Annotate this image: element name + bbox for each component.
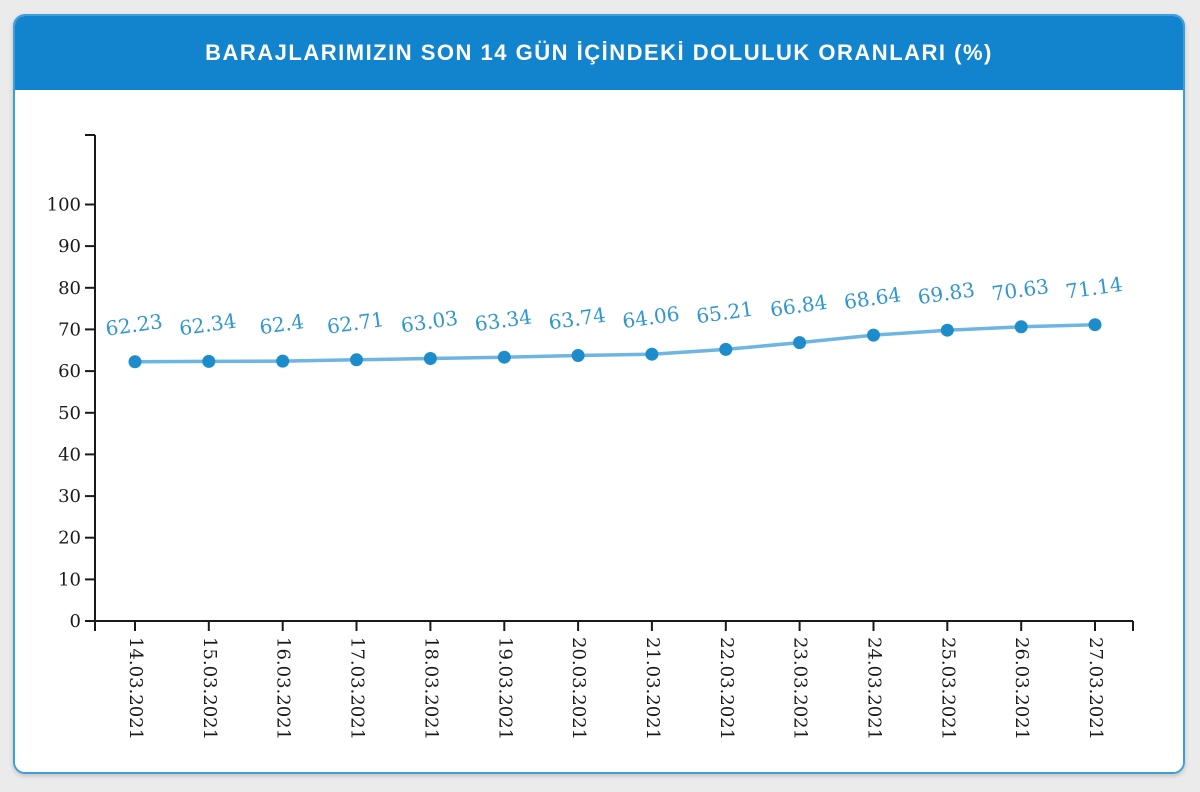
data-point-marker bbox=[128, 355, 142, 369]
data-point-label: 63.03 bbox=[399, 306, 459, 338]
data-point-marker bbox=[571, 349, 585, 362]
x-axis-date-label: 22.03.2021 bbox=[716, 637, 737, 740]
chart-header: BARAJLARIMIZIN SON 14 GÜN İÇİNDEKİ DOLUL… bbox=[15, 16, 1183, 90]
x-axis-date-label: 23.03.2021 bbox=[790, 637, 811, 740]
x-axis-date-label: 26.03.2021 bbox=[1011, 637, 1032, 740]
data-point-marker bbox=[350, 353, 363, 367]
data-point-label: 70.63 bbox=[990, 274, 1050, 306]
axes bbox=[85, 134, 1134, 631]
y-axis-tick-label: 10 bbox=[58, 569, 81, 590]
y-axis-tick-label: 50 bbox=[58, 403, 81, 424]
data-point-label: 65.21 bbox=[695, 297, 755, 329]
y-axis-tick-label: 70 bbox=[58, 319, 81, 340]
x-axis-date-label: 20.03.2021 bbox=[568, 637, 589, 740]
data-point-marker bbox=[202, 354, 216, 368]
data-point-marker bbox=[276, 354, 290, 368]
data-point-label: 62.34 bbox=[178, 309, 238, 341]
chart-area: 0 10 20 30 40 50 60 70 80 90 100 14.03.2021 15.03.20… bbox=[15, 90, 1183, 772]
data-point-label: 62.71 bbox=[326, 307, 386, 339]
data-point-label: 62.23 bbox=[104, 309, 164, 341]
x-axis-date-label: 17.03.2021 bbox=[347, 637, 368, 740]
y-axis-tick-labels: 0 10 20 30 40 50 60 70 80 90 100 bbox=[47, 195, 81, 633]
x-axis-date-labels: 14.03.2021 15.03.2021 16.03.2021 17.03.2021… bbox=[125, 637, 1106, 740]
data-point-marker bbox=[1014, 320, 1028, 334]
chart-card: BARAJLARIMIZIN SON 14 GÜN İÇİNDEKİ DOLUL… bbox=[13, 14, 1185, 774]
y-axis-tick-label: 100 bbox=[47, 195, 81, 216]
data-point-marker bbox=[1088, 318, 1102, 332]
axis-spine bbox=[94, 135, 1133, 622]
data-point-label: 68.64 bbox=[843, 282, 903, 314]
data-point-marker bbox=[645, 347, 659, 361]
series-line bbox=[133, 322, 1097, 364]
y-axis-tick-label: 80 bbox=[58, 278, 81, 299]
line-chart: 0 10 20 30 40 50 60 70 80 90 100 14.03.2021 15.03.20… bbox=[47, 134, 1134, 740]
x-axis-date-label: 14.03.2021 bbox=[125, 637, 146, 740]
y-axis-tick-label: 0 bbox=[70, 611, 81, 632]
x-axis-date-label: 16.03.2021 bbox=[273, 637, 294, 740]
y-axis-tick-label: 40 bbox=[58, 444, 81, 465]
x-axis-date-label: 25.03.2021 bbox=[937, 637, 958, 740]
data-point-marker bbox=[793, 336, 807, 350]
data-point-label: 69.83 bbox=[916, 277, 976, 309]
x-axis-date-label: 21.03.2021 bbox=[642, 637, 663, 740]
x-axis-date-label: 18.03.2021 bbox=[420, 637, 441, 740]
x-axis-date-label: 27.03.2021 bbox=[1085, 637, 1106, 740]
y-axis-tick-label: 60 bbox=[58, 361, 81, 382]
data-point-label: 63.34 bbox=[473, 304, 533, 336]
y-axis-tick-label: 90 bbox=[58, 236, 81, 257]
data-point-label: 63.74 bbox=[547, 303, 607, 335]
x-axis-date-label: 19.03.2021 bbox=[494, 637, 515, 740]
x-axis-date-label: 15.03.2021 bbox=[199, 637, 220, 740]
data-point-label: 64.06 bbox=[621, 301, 681, 333]
data-point-marker bbox=[719, 342, 733, 356]
data-point-marker bbox=[940, 323, 954, 337]
x-axis-date-label: 24.03.2021 bbox=[864, 637, 885, 740]
chart-title: BARAJLARIMIZIN SON 14 GÜN İÇİNDEKİ DOLUL… bbox=[205, 40, 993, 65]
data-point-label: 66.84 bbox=[769, 290, 829, 322]
y-axis-tick-label: 20 bbox=[58, 528, 81, 549]
data-point-label: 62.4 bbox=[258, 309, 305, 339]
data-point-marker bbox=[497, 350, 511, 364]
y-axis-tick-label: 30 bbox=[58, 486, 81, 507]
data-point-markers bbox=[128, 318, 1102, 369]
data-point-label: 71.14 bbox=[1064, 272, 1124, 304]
data-point-marker bbox=[423, 352, 437, 365]
data-point-marker bbox=[867, 328, 880, 342]
